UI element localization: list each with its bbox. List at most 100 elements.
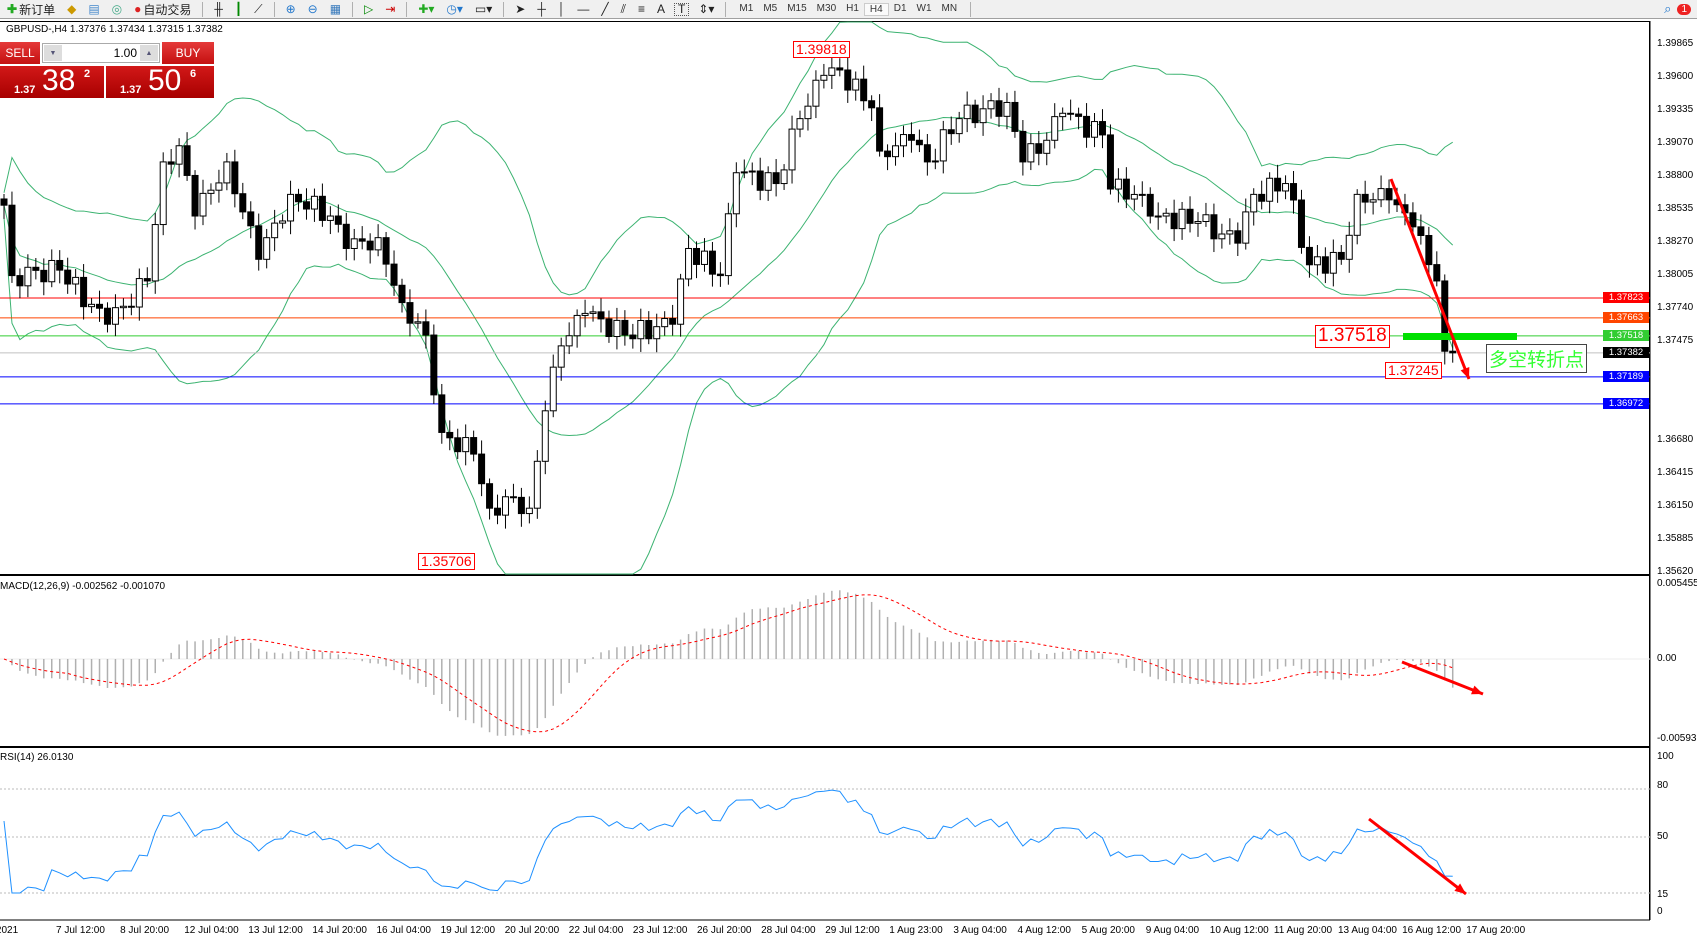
candle-body	[876, 107, 884, 152]
rsi-level-100: 100	[1657, 751, 1674, 762]
vertical-line-button[interactable]: │	[555, 1, 569, 18]
candle-body	[295, 193, 303, 203]
cursor-button[interactable]: ➤	[512, 1, 528, 18]
candle-body	[653, 326, 661, 340]
rsi-level-80: 80	[1657, 780, 1669, 791]
candle-body	[541, 410, 549, 462]
price-axis-label: 1.37475	[1657, 335, 1694, 347]
candle-body	[119, 305, 127, 309]
time-axis-label: 5 Aug 20:00	[1081, 925, 1135, 936]
lot-size-value[interactable]: 1.00	[113, 46, 137, 60]
candle-body	[143, 278, 151, 282]
indicators-button[interactable]: ✚▾	[415, 1, 437, 18]
bar-chart-button[interactable]: ╫	[211, 1, 226, 18]
candle-body	[899, 134, 907, 147]
sell-price[interactable]: 1.37 38 2	[0, 64, 104, 98]
lot-size-input[interactable]: ▼ 1.00 ▲	[42, 43, 160, 63]
candle-body	[302, 201, 310, 210]
timeframe-m15[interactable]: M15	[787, 2, 807, 14]
candle-body	[971, 104, 979, 124]
candle-body	[1178, 208, 1186, 230]
arrows-button[interactable]: ⇕▾	[695, 1, 717, 18]
price-axis-label: 1.38270	[1657, 236, 1694, 248]
price-axis-label: 1.35620	[1657, 566, 1694, 577]
divider	[352, 1, 354, 17]
candle-body	[1329, 251, 1337, 274]
candle-body	[573, 314, 581, 337]
market-watch-button[interactable]: ◆	[64, 1, 79, 18]
candle-body	[470, 437, 478, 455]
zoom-out-button[interactable]: ⊖	[305, 1, 321, 18]
timeframe-h1[interactable]: H1	[846, 2, 859, 14]
buy-button[interactable]: BUY	[162, 42, 214, 64]
candle-body	[1146, 193, 1154, 217]
timeframe-mn[interactable]: MN	[941, 2, 958, 14]
lot-increase-button[interactable]: ▲	[140, 45, 158, 61]
timeframe-d1[interactable]: D1	[893, 2, 907, 14]
candle-body	[1043, 139, 1051, 154]
fibonacci-button[interactable]: ≡	[635, 1, 648, 18]
candle-body	[724, 213, 732, 277]
navigator-icon: ▤	[88, 2, 100, 16]
divider	[970, 1, 972, 17]
sell-button[interactable]: SELL	[0, 42, 40, 64]
timeframe-m1[interactable]: M1	[739, 2, 754, 14]
candle-body	[486, 483, 494, 509]
lot-decrease-button[interactable]: ▼	[44, 45, 62, 61]
channel-button[interactable]: ⫽	[618, 1, 629, 18]
sell-price-prefix: 1.37	[14, 84, 36, 96]
signals-button[interactable]: ◎	[109, 1, 125, 18]
candle-body	[24, 266, 32, 287]
candle-body	[1321, 256, 1329, 274]
candle-body	[581, 312, 589, 316]
candle-body	[1067, 112, 1075, 115]
notification-badge[interactable]: 1	[1677, 3, 1691, 15]
candle-body	[1170, 212, 1178, 230]
one-click-trading-panel: SELL ▼ 1.00 ▲ BUY 1.37 38 2 1.37 50 6	[0, 42, 214, 98]
tile-windows-button[interactable]: ▦	[327, 1, 344, 18]
candle-body	[1106, 134, 1114, 190]
chart-shift-button[interactable]: ⇥	[382, 1, 398, 18]
text-label-button[interactable]: T	[673, 2, 690, 16]
candle-body	[374, 237, 382, 251]
time-axis-label: 7 Jul 12:00	[56, 925, 105, 936]
horizontal-line-button[interactable]: —	[574, 1, 592, 18]
vertical-line-icon: │	[557, 2, 566, 16]
candle-body	[852, 78, 860, 91]
timeframe-h4[interactable]: H4	[863, 2, 889, 16]
candle-body	[1154, 215, 1162, 218]
text-button[interactable]: A	[656, 2, 665, 16]
trendline-button[interactable]: ╱	[598, 1, 611, 18]
candle-body	[884, 150, 892, 158]
low-label: 1.35706	[418, 553, 475, 571]
candle-body	[693, 247, 701, 265]
zoom-in-button[interactable]: ⊕	[283, 1, 299, 18]
candle-body	[669, 318, 677, 325]
new-order-button[interactable]: ✚ 新订单	[7, 2, 56, 17]
candle-body	[255, 225, 263, 260]
line-chart-button[interactable]: ⟋	[251, 1, 265, 18]
auto-scroll-button[interactable]: ▷	[361, 1, 376, 18]
time-axis-label: 6 Jul 2021	[0, 925, 19, 936]
timeframe-w1[interactable]: W1	[916, 2, 932, 14]
candle-chart-button[interactable]: ┃	[232, 1, 245, 18]
candle-body	[1210, 214, 1218, 240]
search-icon[interactable]: ⌕	[1664, 1, 1672, 16]
zoom-out-icon: ⊖	[307, 2, 318, 16]
periods-button[interactable]: ◷▾	[443, 1, 466, 18]
timeframe-m30[interactable]: M30	[816, 2, 837, 14]
candle-body	[868, 100, 876, 109]
buy-price[interactable]: 1.37 50 6	[106, 64, 214, 98]
candle-body	[1274, 177, 1282, 192]
timeframe-m5[interactable]: M5	[763, 2, 778, 14]
candle-body	[1266, 177, 1274, 202]
candle-body	[263, 237, 271, 260]
candle-body	[207, 189, 215, 194]
crosshair-button[interactable]: ┼	[534, 1, 549, 18]
auto-trading-button[interactable]: ● 自动交易	[134, 2, 192, 17]
candle-body	[390, 263, 398, 286]
zoom-in-icon: ⊕	[285, 2, 296, 16]
navigator-button[interactable]: ▤	[85, 1, 102, 18]
templates-button[interactable]: ▭▾	[472, 1, 495, 18]
